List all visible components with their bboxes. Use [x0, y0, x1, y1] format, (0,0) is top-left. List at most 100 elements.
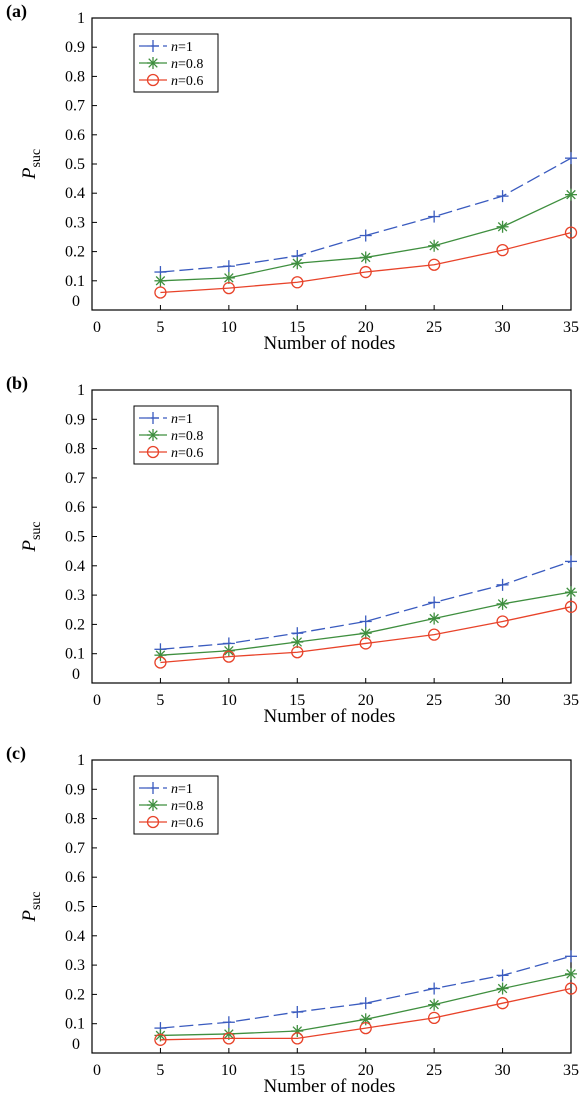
y-tick-label: 0.3: [65, 587, 85, 604]
legend-marker: [147, 40, 159, 52]
y-tick-label: 0: [72, 293, 80, 310]
legend-entry-name-italic: n: [171, 57, 178, 72]
y-tick-label: 0.4: [65, 185, 85, 202]
y-axis-label: Psuc: [19, 149, 44, 180]
x-tick-label: 25: [426, 1062, 442, 1079]
legend-entry-name-rest: =0.8: [178, 799, 203, 814]
x-tick-label: 30: [495, 1062, 511, 1079]
legend-entry-name-italic: n: [171, 40, 178, 55]
x-tick-label: 20: [358, 1062, 374, 1079]
data-point: [565, 586, 577, 599]
y-tick-label: 0.9: [65, 781, 85, 798]
y-axis-label-main: P: [19, 910, 40, 923]
panel-letter: (c): [6, 743, 26, 764]
x-tick-label: 35: [563, 692, 579, 709]
legend-marker: [146, 815, 160, 829]
legend-entry-label: n=0.8: [171, 57, 203, 72]
legend-entry-label: n=0.8: [171, 429, 203, 444]
legend-entry-name-rest: =1: [178, 412, 193, 427]
y-tick-label: 0.5: [65, 156, 85, 173]
data-point: [291, 646, 304, 659]
data-point: [565, 555, 577, 568]
data-point: [427, 258, 441, 271]
data-point: [428, 239, 441, 252]
y-tick-label: 0.2: [65, 244, 85, 261]
x-tick-label: 30: [495, 319, 511, 336]
y-tick-label: 0: [72, 666, 80, 683]
data-point: [496, 997, 509, 1010]
y-tick-label: 1: [77, 10, 85, 27]
y-tick-label: 0: [72, 1036, 80, 1053]
legend-entry-name-italic: n: [171, 816, 178, 831]
legend-entry-name-italic: n: [171, 412, 178, 427]
data-point: [291, 276, 304, 289]
y-tick-label: 0.5: [65, 899, 85, 916]
x-tick-label: 10: [221, 1062, 237, 1079]
y-tick-label: 0.2: [65, 986, 85, 1003]
y-tick-label: 0.6: [65, 127, 85, 144]
y-tick-label: 0.7: [65, 98, 85, 115]
data-point: [496, 969, 509, 982]
data-point: [564, 226, 578, 239]
x-tick-label: 10: [221, 319, 237, 336]
x-tick-label: 20: [358, 692, 374, 709]
y-tick-label: 0.4: [65, 928, 85, 945]
data-point: [222, 1032, 236, 1045]
data-point: [359, 615, 372, 628]
data-point: [222, 650, 236, 663]
chart-panel: 00.10.20.30.40.50.60.70.80.910 5 10 15 20 25 3…: [6, 373, 579, 727]
series-line: [160, 606, 572, 664]
data-point: [359, 1013, 372, 1026]
legend-marker: [147, 782, 159, 794]
data-point: [359, 627, 372, 640]
x-tick-label: 5: [156, 319, 164, 336]
y-tick-label: 0.4: [65, 558, 85, 575]
y-tick-label: 0.9: [65, 411, 85, 428]
legend-entry-name-rest: =1: [178, 40, 193, 55]
data-point: [359, 637, 372, 650]
y-axis-label-sub: suc: [29, 521, 44, 540]
data-point: [154, 656, 167, 669]
x-axis-label: Number of nodes: [264, 706, 396, 727]
x-tick-label: 35: [563, 1062, 579, 1079]
data-point: [496, 578, 509, 591]
legend-entry-label: n=0.6: [171, 446, 203, 461]
y-tick-label: 0.6: [65, 869, 85, 886]
x-tick-label: 10: [221, 692, 237, 709]
data-point: [291, 1032, 304, 1045]
x-tick-label: 5: [156, 1062, 164, 1079]
legend-marker: [147, 412, 159, 424]
x-axis-label: Number of nodes: [264, 333, 396, 354]
legend-entry-name-italic: n: [171, 799, 178, 814]
y-tick-label: 0.9: [65, 39, 85, 56]
y-tick-label: 0.7: [65, 840, 85, 857]
data-point: [496, 982, 509, 995]
y-tick-label: 1: [77, 382, 85, 399]
data-point: [427, 1011, 441, 1024]
x-tick-label: 25: [426, 692, 442, 709]
legend-entry-name-italic: n: [171, 446, 178, 461]
legend-entry-name-rest: =1: [178, 782, 193, 797]
x-tick-label: 20: [358, 319, 374, 336]
data-point: [291, 635, 304, 648]
x-tick-label: 35: [563, 319, 579, 336]
legend-entry-name-rest: =0.6: [178, 816, 203, 831]
data-point: [291, 257, 304, 270]
x-tick-label: 30: [495, 692, 511, 709]
y-tick-label: 0.5: [65, 529, 85, 546]
data-point: [222, 271, 235, 284]
legend-entry-label: n=0.6: [171, 816, 203, 831]
y-tick-label: 0.8: [65, 441, 85, 458]
data-point: [428, 612, 441, 625]
legend-entry-name-rest: =0.6: [178, 74, 203, 89]
data-point: [359, 265, 372, 279]
data-point: [359, 229, 372, 242]
legend-entry-label: n=0.6: [171, 74, 203, 89]
data-point: [565, 188, 577, 201]
x-tick-label: 0: [93, 692, 101, 709]
legend-entry-name-italic: n: [171, 429, 178, 444]
legend-entry-label: n=1: [171, 782, 193, 797]
data-point: [496, 615, 509, 628]
y-axis-label: Psuc: [19, 521, 44, 552]
data-point: [496, 220, 509, 233]
